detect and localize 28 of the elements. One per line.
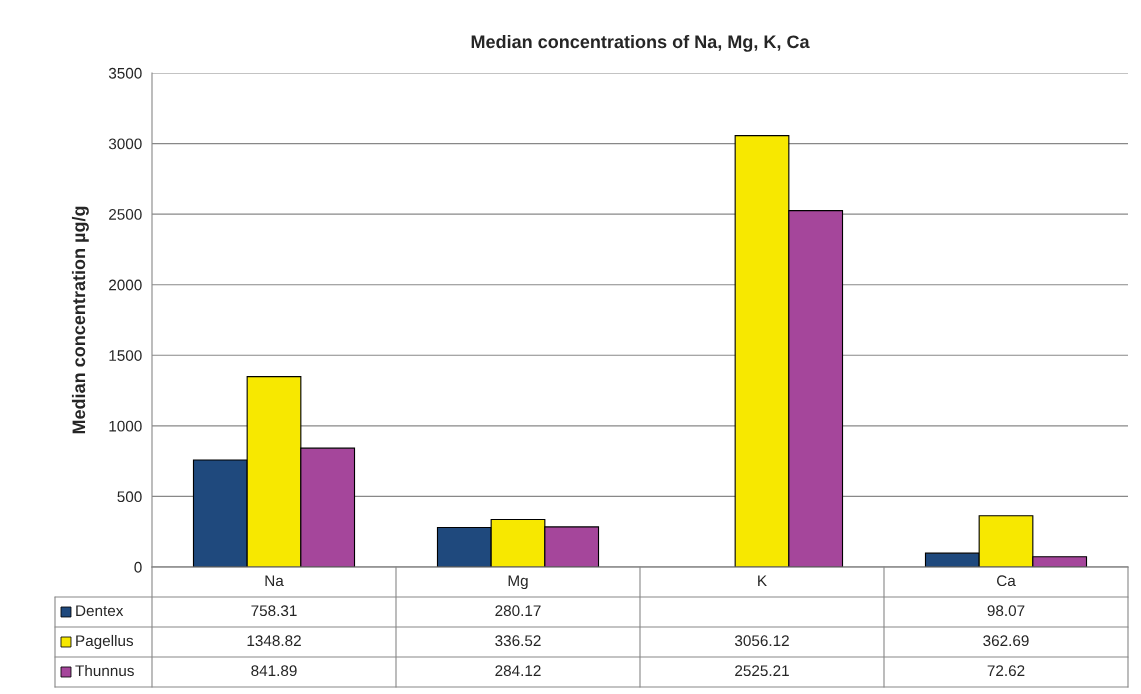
y-tick-label: 3000	[108, 138, 142, 150]
x-tick-label: K	[758, 575, 767, 586]
data-label: 758.31	[251, 605, 297, 617]
data-label: 284.12	[495, 665, 541, 677]
x-tick-label: Ca	[997, 575, 1016, 587]
y-tick-label: 0	[134, 561, 142, 573]
x-tick-label: Mg	[508, 575, 528, 590]
data-label: 841.89	[251, 665, 297, 677]
y-tick-label: 3500	[108, 67, 142, 79]
data-label: 336.52	[495, 635, 541, 647]
y-tick-label: 2000	[109, 279, 142, 291]
legend-label: Pagellus	[76, 634, 134, 650]
y-tick-label: 2500	[109, 209, 142, 220]
data-label: 362.69	[983, 635, 1029, 647]
data-label: 3056.12	[734, 635, 789, 647]
legend-label: Dentex	[76, 605, 124, 617]
y-tick-label: 1000	[109, 420, 142, 432]
y-axis-title: Median concentration µg/g	[71, 206, 89, 434]
data-label: 1348.82	[247, 635, 301, 647]
data-label: 98.07	[987, 605, 1025, 617]
legend-label: Thunnus	[75, 664, 134, 677]
data-label: 2525.21	[735, 665, 789, 677]
y-tick-label: 500	[117, 491, 142, 503]
chart-title: Median concentrations of Na, Mg, K, Ca	[471, 34, 810, 52]
data-label: 280.17	[495, 605, 541, 617]
data-label: 72.62	[987, 665, 1025, 677]
y-tick-label: 1500	[109, 350, 142, 361]
x-tick-label: Na	[265, 575, 284, 587]
